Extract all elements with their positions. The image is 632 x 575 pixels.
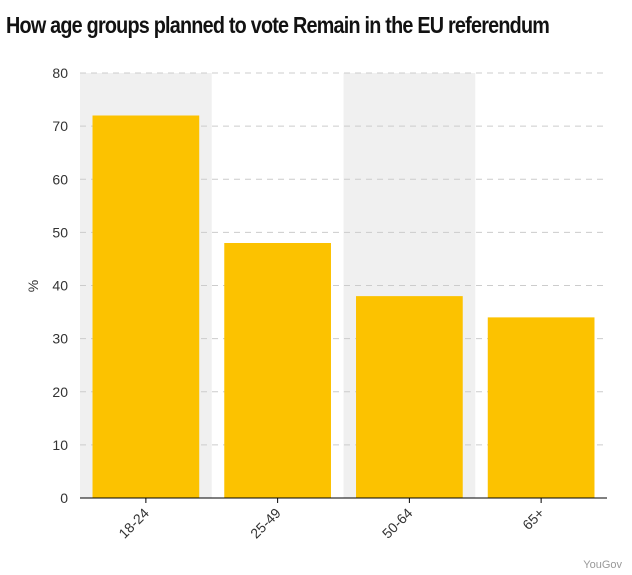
- chart-title: How age groups planned to vote Remain in…: [6, 12, 550, 38]
- bars: [92, 115, 595, 498]
- x-tick-label-25-49: 25-49: [247, 505, 284, 542]
- x-tick-label-65+: 65+: [519, 505, 547, 533]
- y-tick-label-30: 30: [52, 331, 68, 347]
- y-tick-label-60: 60: [52, 171, 68, 187]
- bar-65+: [487, 317, 595, 498]
- y-tick-label-10: 10: [52, 437, 68, 453]
- bar-18-24: [92, 115, 200, 498]
- bar-50-64: [356, 296, 463, 498]
- y-tick-label-70: 70: [52, 118, 68, 134]
- source-label: YouGov: [583, 559, 622, 571]
- x-axis: 18-24 25-49 50-64 65+: [80, 497, 607, 542]
- y-tick-label-0: 0: [60, 490, 68, 506]
- y-tick-label-40: 40: [52, 278, 68, 294]
- x-tick-label-18-24: 18-24: [115, 505, 152, 542]
- y-tick-label-80: 80: [52, 65, 68, 81]
- y-tick-label-50: 50: [52, 224, 68, 240]
- y-tick-label-20: 20: [52, 384, 68, 400]
- bar-25-49: [224, 243, 331, 498]
- y-axis-ticks: 0 10 20 30 40 50 60 70 80: [52, 65, 68, 506]
- y-axis-label: %: [25, 280, 41, 292]
- x-tick-label-50-64: 50-64: [379, 505, 416, 542]
